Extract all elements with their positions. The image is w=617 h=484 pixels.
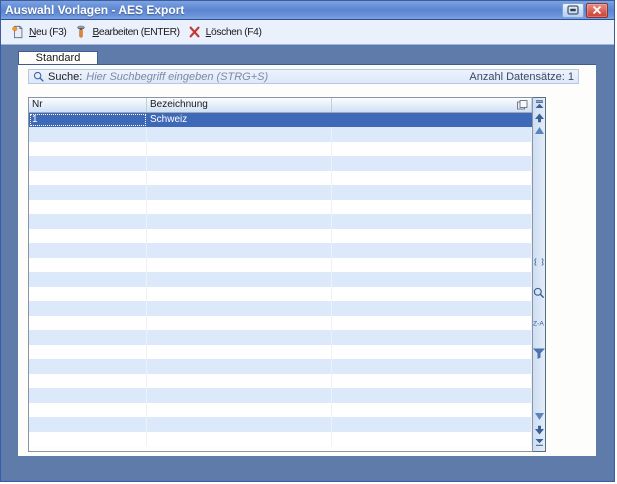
svg-text:Z-A: Z-A xyxy=(533,320,544,327)
